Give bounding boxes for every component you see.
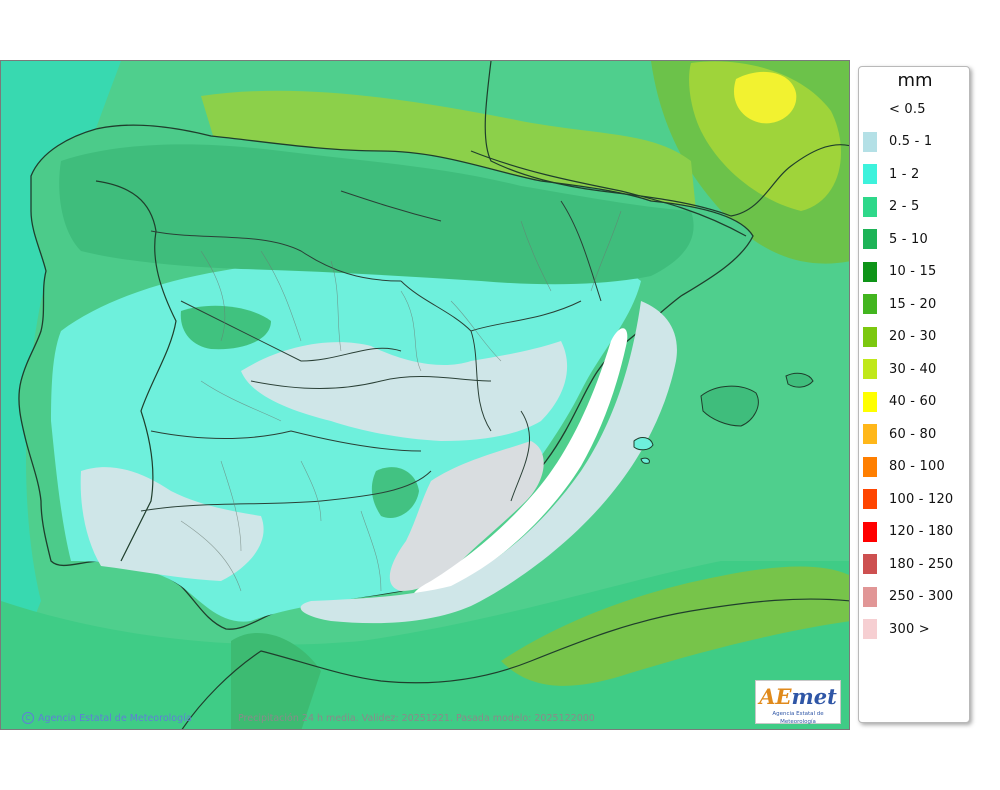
legend-label: 40 - 60 [889, 394, 937, 409]
ne-wettest-field [733, 71, 797, 124]
legend-label: 100 - 120 [889, 491, 954, 507]
legend-item: < 0.5 [863, 99, 926, 119]
region-boundaries [140, 190, 602, 512]
legend-label: 15 - 20 [889, 296, 937, 312]
legend-label: 5 - 10 [889, 231, 928, 247]
pyrenees-border [470, 150, 747, 237]
legend-label: 10 - 15 [889, 264, 937, 279]
legend-item: 0.5 - 1 [863, 131, 933, 152]
legend-swatch [863, 489, 877, 509]
legend-swatch [863, 521, 877, 542]
legend-swatch [863, 164, 877, 184]
land-green-central-west [180, 305, 271, 350]
logo-suffix: met [791, 684, 837, 709]
legend-swatch [863, 196, 877, 217]
legend-swatch [863, 326, 877, 347]
legend-item: 100 - 120 [863, 489, 953, 509]
legend-swatch [863, 229, 877, 249]
africa-coast-field [231, 632, 321, 729]
menorca-island [785, 372, 814, 388]
ibiza-island [633, 437, 654, 451]
west-atlantic-field [1, 61, 121, 729]
sw-med-field [501, 566, 849, 686]
legend-label: 300 > [889, 621, 930, 637]
legend-swatch [863, 586, 877, 607]
copyright-text: Agencia Estatal de Meteorología [38, 712, 192, 724]
precipitation-legend: mm < 0.5 0.5 - 1 1 - 2 2 - 5 5 - 10 10 - 15 15… [858, 66, 970, 723]
ne-wetter-field [689, 61, 841, 212]
land-grey-zone-se [389, 441, 544, 591]
land-green-north [59, 144, 694, 285]
legend-item: 20 - 30 [863, 326, 937, 347]
legend-label: < 0.5 [889, 101, 926, 117]
validity-caption: Precipitación 24 h media. Validez: 20251… [238, 713, 595, 724]
legend-item: 80 - 100 [863, 456, 945, 477]
legend-swatch [863, 131, 877, 152]
legend-label: 1 - 2 [889, 166, 920, 182]
legend-item: 300 > [863, 619, 930, 639]
aemet-logo-word: AEmet [756, 684, 840, 710]
land-green-south [371, 467, 419, 519]
legend-item: 180 - 250 [863, 554, 953, 574]
legend-item: 40 - 60 [863, 391, 937, 412]
logo-subtitle: Agencia Estatal de Meteorología [772, 711, 824, 725]
legend-label: 180 - 250 [889, 556, 954, 572]
land-grey-zone-sw [80, 467, 264, 581]
legend-label: 80 - 100 [889, 459, 945, 474]
legend-swatch [863, 294, 877, 314]
aemet-logo: AEmet Agencia Estatal de Meteorología [755, 680, 841, 725]
copyright-notice: C Agencia Estatal de Meteorología [22, 712, 192, 724]
legend-swatch [863, 554, 877, 574]
legend-item: 2 - 5 [863, 196, 920, 217]
legend-item: 1 - 2 [863, 164, 920, 184]
logo-prefix: AE [759, 684, 792, 709]
legend-label: 2 - 5 [889, 199, 920, 214]
legend-swatch [863, 456, 877, 477]
formentera-island [640, 457, 650, 464]
legend-label: 120 - 180 [889, 524, 954, 539]
legend-swatch [863, 99, 877, 119]
province-boundaries [180, 210, 622, 592]
legend-label: 250 - 300 [889, 589, 954, 604]
legend-swatch [863, 619, 877, 639]
legend-swatch [863, 359, 877, 379]
legend-item: 120 - 180 [863, 521, 954, 542]
legend-item: 10 - 15 [863, 261, 937, 282]
med-near-strip [300, 301, 677, 624]
portugal-border [95, 180, 177, 562]
precipitation-map [0, 60, 850, 730]
land-grey-zone-central [241, 341, 568, 441]
legend-label: 60 - 80 [889, 426, 937, 442]
legend-item: 30 - 40 [863, 359, 936, 379]
mallorca-island [700, 385, 759, 427]
legend-item: 250 - 300 [863, 586, 954, 607]
legend-item: 5 - 10 [863, 229, 928, 249]
legend-item: 60 - 80 [863, 424, 936, 444]
legend-swatch [863, 261, 877, 282]
legend-label: 30 - 40 [889, 361, 937, 377]
africa-coastline [181, 598, 849, 729]
legend-title: mm [897, 70, 933, 91]
legend-label: 0.5 - 1 [889, 134, 933, 149]
legend-label: 20 - 30 [889, 329, 937, 344]
legend-item: 15 - 20 [863, 294, 936, 314]
france-coastline [484, 61, 849, 217]
legend-swatch [863, 424, 877, 444]
copyright-icon: C [22, 712, 34, 724]
legend-swatch [863, 391, 877, 412]
